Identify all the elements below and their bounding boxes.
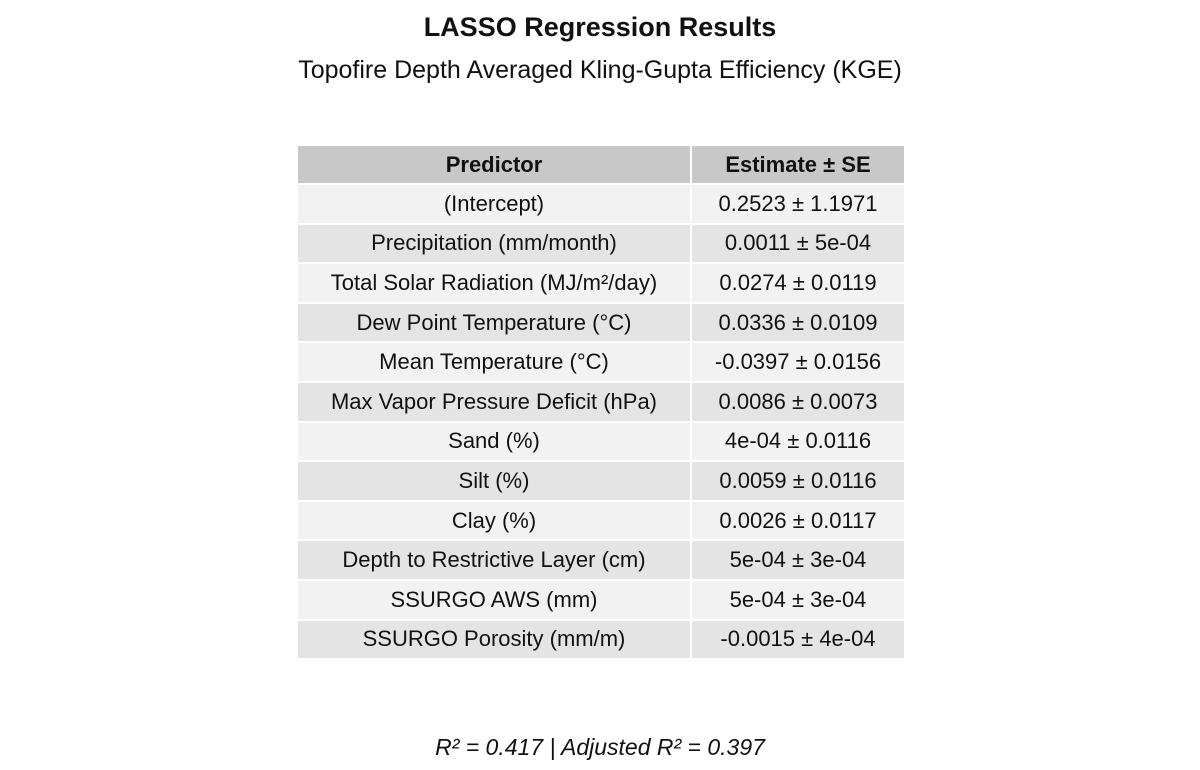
table-row: Mean Temperature (°C) -0.0397 ± 0.0156 xyxy=(296,341,906,383)
results-table: Predictor Estimate ± SE (Intercept) 0.25… xyxy=(296,144,906,661)
estimate-cell: 5e-04 ± 3e-04 xyxy=(690,539,906,581)
table-header-row: Predictor Estimate ± SE xyxy=(296,144,906,185)
table-row: Dew Point Temperature (°C) 0.0336 ± 0.01… xyxy=(296,301,906,344)
table-row: Total Solar Radiation (MJ/m²/day) 0.0274… xyxy=(296,262,906,304)
predictor-cell: Silt (%) xyxy=(296,460,692,502)
table-row: Silt (%) 0.0059 ± 0.0116 xyxy=(296,460,906,502)
predictor-cell: Dew Point Temperature (°C) xyxy=(296,301,692,344)
page-title: LASSO Regression Results xyxy=(423,12,777,42)
predictor-cell: (Intercept) xyxy=(296,183,692,225)
table-row: Max Vapor Pressure Deficit (hPa) 0.0086 … xyxy=(296,380,906,423)
predictor-cell: Mean Temperature (°C) xyxy=(296,341,692,383)
table-row: Clay (%) 0.0026 ± 0.0117 xyxy=(296,499,906,542)
header-estimate: Estimate ± SE xyxy=(690,144,906,185)
estimate-cell: 0.2523 ± 1.1971 xyxy=(690,183,906,225)
table-row: SSURGO AWS (mm) 5e-04 ± 3e-04 xyxy=(296,578,906,621)
estimate-cell: 0.0086 ± 0.0073 xyxy=(690,380,906,423)
estimate-cell: 0.0059 ± 0.0116 xyxy=(690,460,906,502)
predictor-cell: Total Solar Radiation (MJ/m²/day) xyxy=(296,262,692,304)
estimate-cell: 0.0011 ± 5e-04 xyxy=(690,222,906,265)
estimate-cell: -0.0015 ± 4e-04 xyxy=(690,618,906,661)
model-fit-footnote: R² = 0.417 | Adjusted R² = 0.397 xyxy=(435,734,765,760)
predictor-cell: Sand (%) xyxy=(296,420,692,463)
estimate-cell: 5e-04 ± 3e-04 xyxy=(690,578,906,621)
estimate-cell: -0.0397 ± 0.0156 xyxy=(690,341,906,383)
predictor-cell: SSURGO Porosity (mm/m) xyxy=(296,618,692,661)
predictor-cell: Depth to Restrictive Layer (cm) xyxy=(296,539,692,581)
estimate-cell: 0.0336 ± 0.0109 xyxy=(690,301,906,344)
table-row: Sand (%) 4e-04 ± 0.0116 xyxy=(296,420,906,463)
table-row: SSURGO Porosity (mm/m) -0.0015 ± 4e-04 xyxy=(296,618,906,661)
estimate-cell: 0.0274 ± 0.0119 xyxy=(690,262,906,304)
predictor-cell: Max Vapor Pressure Deficit (hPa) xyxy=(296,380,692,423)
predictor-cell: Clay (%) xyxy=(296,499,692,542)
header-predictor: Predictor xyxy=(296,144,692,185)
table-row: (Intercept) 0.2523 ± 1.1971 xyxy=(296,183,906,225)
estimate-cell: 0.0026 ± 0.0117 xyxy=(690,499,906,542)
page-subtitle: Topofire Depth Averaged Kling-Gupta Effi… xyxy=(298,56,902,84)
estimate-cell: 4e-04 ± 0.0116 xyxy=(690,420,906,463)
table-row: Precipitation (mm/month) 0.0011 ± 5e-04 xyxy=(296,222,906,265)
predictor-cell: Precipitation (mm/month) xyxy=(296,222,692,265)
table-row: Depth to Restrictive Layer (cm) 5e-04 ± … xyxy=(296,539,906,581)
predictor-cell: SSURGO AWS (mm) xyxy=(296,578,692,621)
